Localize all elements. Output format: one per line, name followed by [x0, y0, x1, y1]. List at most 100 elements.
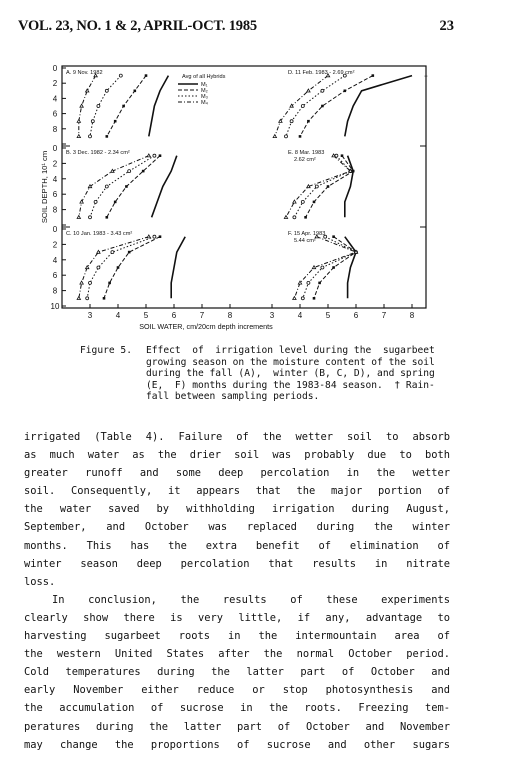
- data-point: [348, 168, 353, 173]
- figure-caption: Figure 5. Effect of irrigation level dur…: [80, 345, 460, 403]
- data-point: [306, 183, 311, 189]
- data-point: [113, 119, 117, 123]
- caption-text: Effect of irrigation level during the su…: [146, 345, 460, 403]
- data-point: [110, 168, 115, 173]
- data-point: [88, 215, 92, 220]
- data-point: [79, 199, 84, 204]
- caption-line: Effect of irrigation level during the su…: [146, 345, 435, 356]
- data-point: [88, 134, 92, 139]
- y-tick-label: 2: [53, 79, 58, 88]
- y-tick-label: 8: [53, 125, 58, 134]
- data-point: [144, 74, 148, 77]
- data-point: [292, 199, 297, 204]
- data-point: [127, 250, 131, 254]
- body-line: irrigated (Table 4). Failure of the wett…: [24, 431, 450, 443]
- series-line-2: [106, 75, 147, 137]
- data-point: [76, 295, 82, 300]
- data-point: [312, 200, 316, 204]
- caption-line: growing season on the moisture content o…: [146, 356, 435, 368]
- plot-frame: [61, 65, 427, 309]
- body-line: soil. Consequently, it appears that the …: [24, 485, 450, 498]
- legend-entry: M₄: [201, 100, 209, 106]
- data-point: [110, 250, 115, 255]
- journal-volume-issue: VOL. 23, NO. 1 & 2, APRIL-OCT. 1985: [18, 18, 257, 34]
- data-point: [158, 235, 162, 238]
- x-axis-label: SOIL WATER, cm/20cm depth increments: [139, 322, 273, 331]
- y-tick-label: 6: [53, 190, 58, 199]
- data-point: [289, 103, 294, 108]
- y-tick-label: 4: [53, 256, 58, 265]
- data-point: [306, 280, 311, 285]
- data-point: [79, 103, 84, 108]
- data-point: [146, 153, 152, 158]
- data-point: [283, 214, 289, 219]
- data-point: [152, 153, 157, 158]
- data-point: [304, 216, 307, 219]
- data-point: [318, 281, 321, 285]
- data-point: [146, 234, 152, 239]
- data-point: [141, 169, 145, 173]
- panel-label: B. 3 Dec. 1982 - 2.34 cm²: [66, 150, 130, 156]
- x-tick-label: 5: [326, 311, 331, 320]
- series-line-3: [285, 75, 346, 137]
- series-line-2: [299, 75, 374, 137]
- data-point: [84, 264, 90, 270]
- series-line-3: [89, 75, 122, 137]
- data-point: [311, 264, 317, 270]
- data-point: [323, 234, 328, 239]
- panel-label-area: 2.62 cm²: [294, 157, 316, 163]
- caption-label: Figure 5.: [80, 345, 132, 356]
- data-point: [332, 235, 335, 238]
- data-point: [320, 265, 325, 270]
- data-point: [102, 297, 106, 300]
- series-line-2: [103, 236, 161, 299]
- series-line-4: [293, 236, 358, 299]
- data-point: [307, 119, 310, 123]
- y-tick-label: 0: [53, 144, 58, 153]
- data-point: [351, 169, 355, 173]
- panel-label-area: 5.44 cm²: [294, 238, 316, 244]
- figure-5-chart: A. 9 Nov. 1982 0 2 4 6 8 D. 11 Feb. 1983 - 2.6…: [40, 64, 428, 331]
- body-line: peratures during the latter part of Octo…: [24, 720, 450, 733]
- series-line-2: [305, 155, 354, 218]
- data-point: [158, 154, 162, 157]
- x-tick-label: 7: [200, 311, 205, 320]
- legend-entry: M₂: [201, 88, 208, 94]
- panel-label: D. 11 Feb. 1983 - 2.69 cm²: [288, 70, 355, 76]
- caption-line: during the fall (A), winter (B, C, D), a…: [146, 368, 435, 380]
- y-tick-label: 10: [51, 302, 60, 311]
- x-tick-label: 7: [382, 311, 387, 320]
- panel-label: A. 9 Nov. 1982: [66, 70, 103, 76]
- data-point: [79, 280, 84, 285]
- legend-title: Avg of all Hybrids: [182, 74, 226, 80]
- y-tick-label: 4: [53, 94, 58, 103]
- data-point: [96, 104, 101, 108]
- y-axis-label: SOIL DEPTH, 10¹ cm: [40, 151, 49, 223]
- data-point: [125, 185, 128, 188]
- data-point: [105, 216, 109, 219]
- x-tick-label: 8: [410, 311, 415, 320]
- data-point: [343, 89, 347, 93]
- data-point: [325, 72, 331, 78]
- legend-entry: M₃: [201, 94, 208, 100]
- data-point: [297, 280, 303, 285]
- data-point: [104, 88, 109, 93]
- body-text: irrigated (Table 4). Failure of the wett…: [24, 428, 450, 754]
- data-point: [298, 135, 302, 138]
- data-point: [108, 281, 111, 285]
- series-line-3: [293, 155, 352, 218]
- x-tick-label: 4: [116, 311, 121, 320]
- series-line-1: [344, 236, 357, 299]
- data-point: [278, 118, 283, 123]
- y-tick-label: 6: [53, 271, 58, 280]
- y-tick-label: 2: [53, 240, 58, 249]
- body-line: as much water as the drier soil was prob…: [24, 449, 450, 462]
- data-point: [353, 249, 359, 254]
- body-line: the accumulation of sucrose in the roots…: [24, 702, 450, 715]
- series-line-4: [78, 236, 149, 299]
- data-point: [90, 119, 95, 124]
- x-tick-label: 3: [270, 311, 275, 320]
- data-point: [326, 185, 330, 188]
- data-point: [113, 200, 117, 204]
- x-tick-label: 3: [88, 311, 93, 320]
